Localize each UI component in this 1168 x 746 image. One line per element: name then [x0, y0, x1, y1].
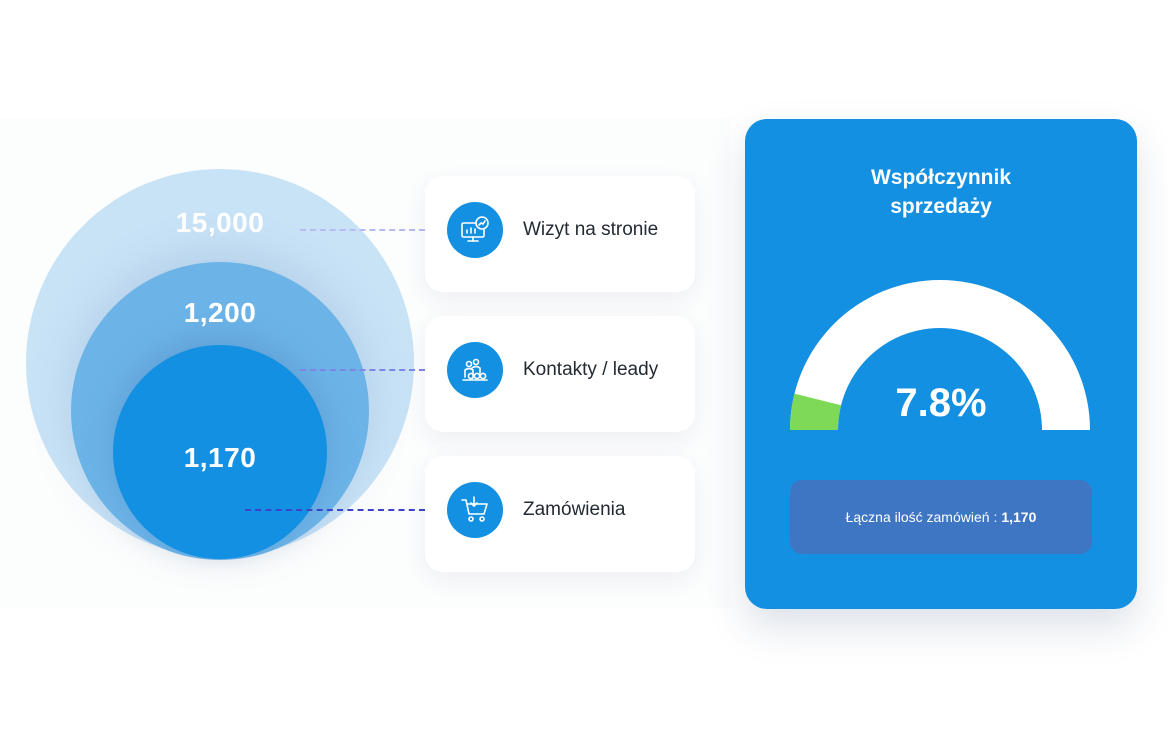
gauge-value: 7.8% — [895, 381, 987, 425]
gauge-fill — [790, 393, 842, 430]
funnel-circle-orders — [113, 345, 327, 559]
funnel-value-orders: 1,170 — [183, 442, 257, 473]
legend-card-leads: Kontakty / leady — [425, 316, 695, 432]
group-people-icon — [447, 342, 503, 398]
connector-visits — [300, 229, 425, 231]
monitor-chart-icon — [447, 202, 503, 258]
total-orders-label: Łączna ilość zamówień : — [845, 509, 998, 525]
funnel-value-leads: 1,200 — [183, 297, 257, 328]
legend-card-orders: Zamówienia — [425, 456, 695, 572]
total-orders-value: 1,170 — [1001, 509, 1037, 525]
shopping-cart-icon — [447, 482, 503, 538]
legend-label-leads: Kontakty / leady — [523, 359, 659, 380]
legend-label-visits: Wizyt na stronie — [523, 219, 659, 240]
connector-leads — [300, 369, 425, 371]
gauge-track — [790, 280, 1090, 430]
conversion-panel: Współczynnik sprzedaży 7.8% Łączna ilość… — [745, 119, 1137, 609]
panel-title: Współczynnik sprzedaży — [870, 166, 1012, 218]
total-orders-box: Łączna ilość zamówień : 1,170 — [790, 480, 1092, 554]
conversion-gauge — [790, 280, 1090, 430]
legend-card-visits: Wizyt na stronie — [425, 176, 695, 292]
legend-label-orders: Zamówienia — [523, 499, 626, 520]
funnel-value-visits: 15,000 — [175, 207, 265, 238]
connector-orders — [245, 509, 425, 511]
